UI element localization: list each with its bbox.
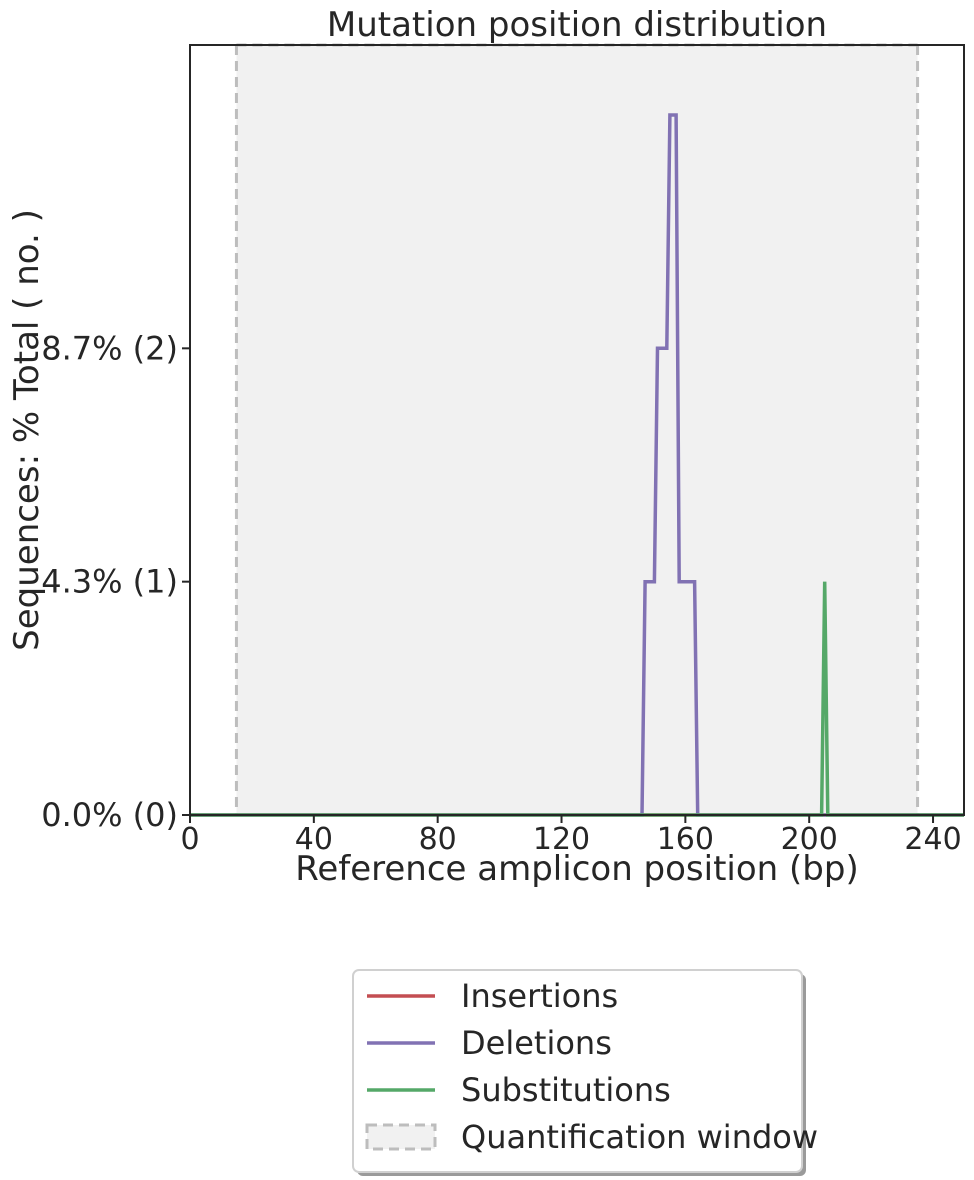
legend-label: Deletions	[461, 1024, 612, 1062]
x-axis: 0 40 80 120 160 200 240	[180, 815, 962, 857]
x-tick-label: 80	[419, 822, 457, 857]
x-tick-label: 120	[533, 822, 590, 857]
x-tick-label: 240	[904, 822, 961, 857]
legend-label: Substitutions	[461, 1071, 671, 1109]
series-line-deletions	[190, 113, 964, 817]
legend-box	[352, 969, 803, 1173]
legend-items: Insertions Deletions Substitutions Quantifi…	[365, 977, 818, 1156]
y-tick-label: 0.0% (0)	[41, 796, 178, 834]
chart-title: Mutation position distribution	[327, 5, 827, 45]
x-tick-label: 160	[657, 822, 714, 857]
legend-swatch-window	[365, 1123, 437, 1151]
x-tick-label: 0	[180, 822, 199, 857]
y-tick-label: 4.3% (1)	[41, 563, 178, 601]
x-tick-label: 200	[781, 822, 838, 857]
x-axis-label: Reference amplicon position (bp)	[295, 849, 858, 889]
legend: Insertions Deletions Substitutions Quantifi…	[352, 969, 818, 1176]
legend-label: Quantification window	[461, 1118, 818, 1156]
quantification-window	[236, 45, 918, 815]
y-axis: 0.0% (0) 4.3% (1) 8.7% (2)	[41, 329, 190, 834]
plot-frame	[189, 44, 965, 816]
y-axis-label: Sequences: % Total ( no. )	[7, 209, 47, 651]
y-tick-label: 8.7% (2)	[41, 329, 178, 367]
x-tick-label: 40	[295, 822, 333, 857]
legend-label: Insertions	[461, 977, 618, 1015]
